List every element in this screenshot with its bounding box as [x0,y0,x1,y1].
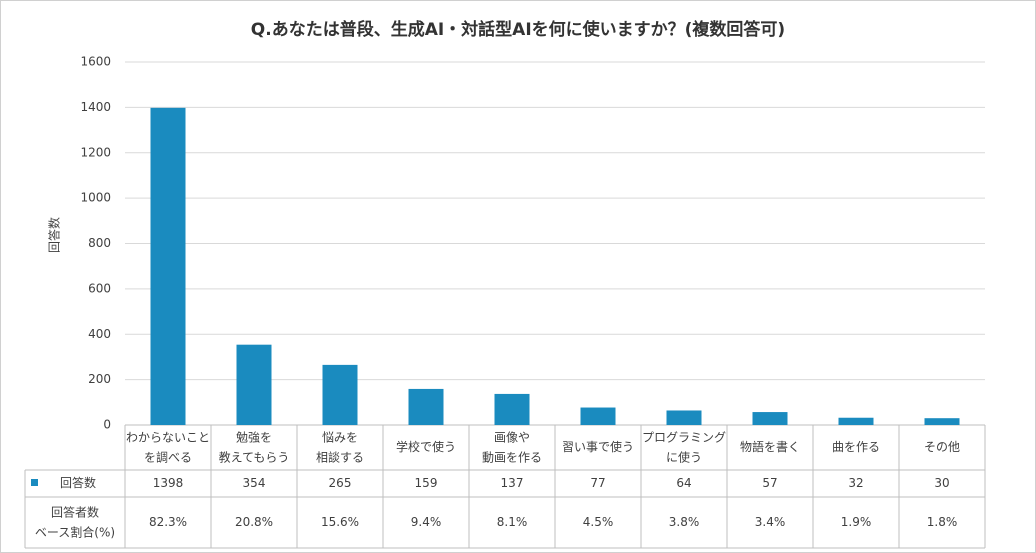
table-share: 9.4% [411,515,442,529]
legend-label: 回答数 [60,475,96,490]
bar [580,407,616,425]
y-axis-title: 回答数 [47,217,62,253]
x-tick-label: 学校で使う [396,439,456,454]
bar [150,107,186,426]
bar [752,412,788,425]
y-tick-label: 800 [88,236,111,250]
bar [494,393,530,425]
table-share: 8.1% [497,515,528,529]
table-share: 15.6% [321,515,359,529]
table-value: 64 [676,476,691,490]
table-share: 4.5% [583,515,614,529]
x-tick-label: プログラミングに使う [642,430,726,464]
row-header: 回答者数ベース割合(%) [35,504,115,539]
bar [408,388,444,425]
table-value: 159 [415,476,438,490]
chart-title: Q.あなたは普段、生成AI・対話型AIを何に使いますか？(複数回答可) [251,19,785,40]
x-tick-label: 画像や動画を作る [482,430,542,464]
table-value: 354 [243,476,266,490]
y-tick-label: 200 [88,372,111,386]
table-value: 77 [590,476,605,490]
bar [838,417,874,425]
table-share: 3.4% [755,515,786,529]
table-share: 20.8% [235,515,273,529]
table-value: 30 [934,476,949,490]
x-tick-label: 勉強を教えてもらう [219,430,290,464]
y-tick-label: 1600 [80,55,111,69]
table-value: 1398 [153,476,184,490]
y-tick-label: 1000 [80,191,111,205]
table-share: 82.3% [149,515,187,529]
table-share: 3.8% [669,515,700,529]
table-value: 57 [762,476,777,490]
x-tick-label: 習い事で使う [562,439,634,454]
y-tick-label: 400 [88,327,111,341]
bar [924,418,960,425]
bar [322,364,358,425]
table-value: 265 [329,476,352,490]
y-tick-label: 1400 [80,100,111,114]
table-share: 1.9% [841,515,872,529]
x-tick-label: 物語を書く [740,439,800,454]
y-tick-label: 0 [103,418,111,432]
x-tick-label: わからないことを調べる [126,430,210,464]
y-tick-label: 600 [88,281,111,295]
x-tick-label: 悩みを相談する [316,430,364,464]
bar [666,410,702,425]
table-value: 32 [848,476,863,490]
table-share: 1.8% [927,515,958,529]
table-value: 137 [501,476,524,490]
legend-swatch [31,479,38,486]
x-tick-label: その他 [924,440,960,454]
y-tick-label: 1200 [80,145,111,159]
x-tick-label: 曲を作る [832,440,880,454]
bar [236,344,272,425]
